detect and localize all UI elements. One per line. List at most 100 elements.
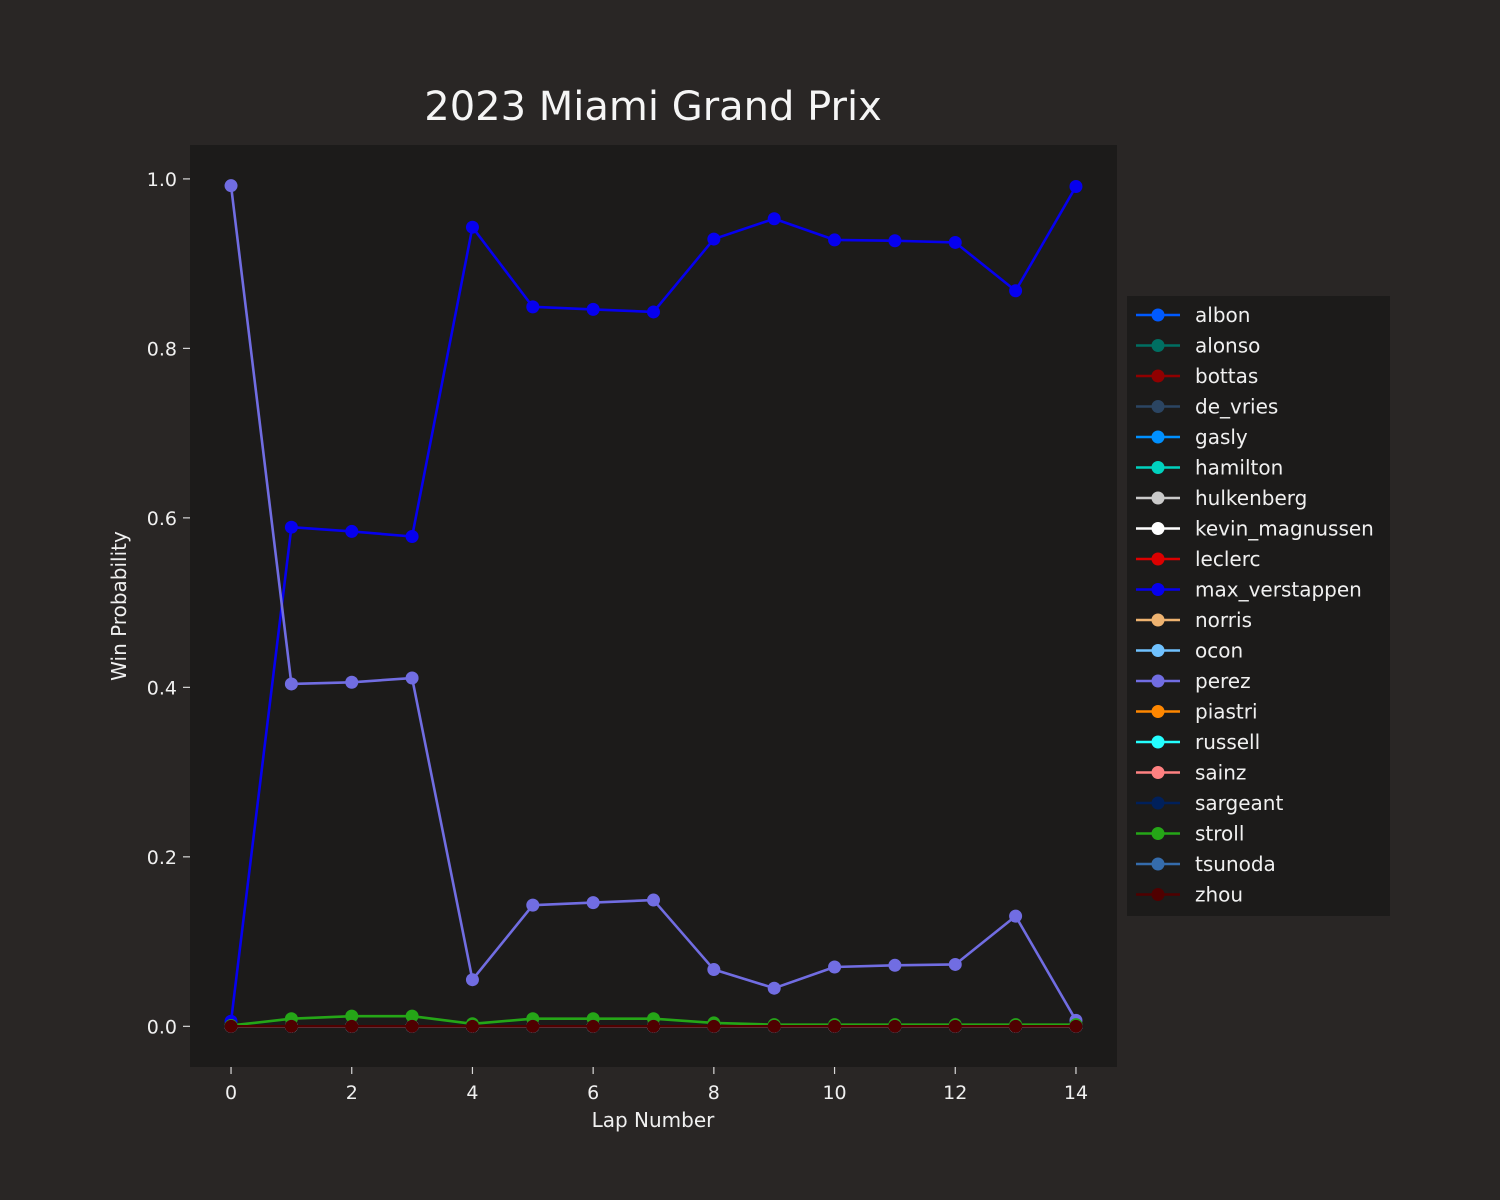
legend-entry: alonso — [1136, 334, 1260, 358]
data-point — [405, 671, 419, 685]
legend-label: leclerc — [1195, 547, 1261, 571]
data-point — [948, 235, 962, 249]
data-point — [1069, 180, 1083, 194]
y-tick-label: 1.0 — [147, 169, 177, 191]
plot-area — [190, 145, 1117, 1067]
legend-swatch-marker — [1151, 400, 1165, 413]
axes: 0 2 4 6 8 10 12 14 0.0 0.2 0.4 0.6 0.8 1.0 — [147, 169, 1088, 1104]
data-point — [647, 1019, 660, 1033]
data-point — [647, 305, 660, 319]
x-tick-label: 14 — [1064, 1082, 1088, 1104]
legend-entry: max_verstappen — [1136, 578, 1362, 602]
legend-swatch-marker — [1151, 491, 1165, 505]
data-point — [345, 675, 359, 689]
legend-label: zhou — [1195, 883, 1243, 907]
legend-label: albon — [1195, 303, 1250, 327]
data-point — [707, 232, 721, 246]
data-point — [345, 524, 359, 538]
legend-swatch-marker — [1151, 766, 1165, 779]
legend-entry: kevin_magnussen — [1136, 517, 1374, 541]
data-point — [828, 1019, 842, 1033]
legend-entry: hamilton — [1136, 456, 1283, 480]
legend-label: kevin_magnussen — [1195, 517, 1374, 541]
legend-swatch-marker — [1151, 674, 1165, 688]
legend-swatch-marker — [1151, 613, 1165, 627]
data-point — [767, 212, 781, 226]
data-point — [465, 973, 479, 987]
legend-entry: tsunoda — [1136, 852, 1276, 876]
data-point — [1069, 1019, 1083, 1033]
legend-swatch-marker — [1151, 369, 1165, 383]
data-point — [526, 1019, 540, 1033]
data-point — [888, 958, 902, 972]
legend-swatch-marker — [1151, 430, 1165, 444]
legend-label: gasly — [1195, 425, 1248, 449]
legend-entry: gasly — [1136, 425, 1248, 449]
x-tick-label: 8 — [708, 1082, 720, 1104]
legend-label: sainz — [1195, 761, 1246, 785]
legend-swatch-marker — [1151, 644, 1165, 657]
legend-label: ocon — [1195, 639, 1243, 663]
data-point — [526, 898, 540, 912]
data-point — [224, 1019, 238, 1033]
legend-entry: hulkenberg — [1136, 486, 1307, 510]
data-point — [1009, 284, 1023, 298]
legend-entry: zhou — [1136, 883, 1243, 907]
legend-label: tsunoda — [1195, 852, 1276, 876]
y-axis-label: Win Probability — [107, 531, 131, 681]
series-layer — [224, 179, 1083, 1033]
data-point — [888, 234, 902, 248]
legend-entry: leclerc — [1136, 547, 1261, 571]
data-point — [465, 1019, 479, 1033]
legend-entry: de_vries — [1136, 395, 1278, 419]
legend-swatch-marker — [1151, 857, 1165, 871]
data-point — [1009, 909, 1023, 923]
y-tick-label: 0.4 — [147, 677, 177, 699]
chart-title: 2023 Miami Grand Prix — [424, 84, 882, 130]
data-point — [284, 677, 298, 691]
data-point — [828, 233, 842, 247]
data-point — [405, 1019, 419, 1033]
legend-swatch-marker — [1151, 583, 1165, 596]
legend-entry: russell — [1136, 730, 1260, 754]
x-tick-label: 6 — [587, 1082, 599, 1104]
legend-label: sargeant — [1195, 791, 1283, 815]
legend-swatch-marker — [1151, 461, 1165, 474]
legend-entry: albon — [1136, 303, 1250, 327]
legend-label: bottas — [1195, 364, 1258, 388]
data-point — [767, 1019, 781, 1033]
data-point — [526, 300, 540, 314]
series-max_verstappen — [224, 180, 1083, 1028]
data-point — [224, 179, 238, 193]
legend-entry: piastri — [1136, 700, 1258, 724]
legend-swatch-marker — [1151, 522, 1165, 535]
data-point — [948, 957, 962, 971]
x-tick-label: 0 — [225, 1082, 237, 1104]
data-point — [828, 960, 842, 974]
x-axis-label: Lap Number — [592, 1108, 716, 1132]
legend-label: hamilton — [1195, 456, 1283, 480]
legend-swatch-marker — [1151, 827, 1165, 840]
data-point — [586, 1019, 600, 1033]
legend-label: perez — [1195, 669, 1251, 693]
data-point — [647, 893, 660, 907]
series-zhou — [224, 1019, 1083, 1033]
data-point — [888, 1019, 902, 1033]
x-tick-label: 12 — [943, 1082, 967, 1104]
data-point — [948, 1019, 962, 1033]
data-point — [1009, 1019, 1023, 1033]
legend-label: norris — [1195, 608, 1252, 632]
legend-entry: norris — [1136, 608, 1252, 632]
legend-swatch-marker — [1151, 308, 1165, 322]
data-point — [767, 981, 781, 995]
series-perez — [224, 179, 1083, 1027]
y-tick-label: 0.2 — [147, 847, 177, 869]
data-point — [405, 1009, 419, 1023]
x-tick-label: 2 — [346, 1082, 358, 1104]
x-tick-label: 10 — [822, 1082, 846, 1104]
legend-label: piastri — [1195, 700, 1258, 724]
data-point — [707, 1019, 721, 1033]
data-point — [465, 220, 479, 234]
legend-swatch-marker — [1151, 796, 1165, 810]
